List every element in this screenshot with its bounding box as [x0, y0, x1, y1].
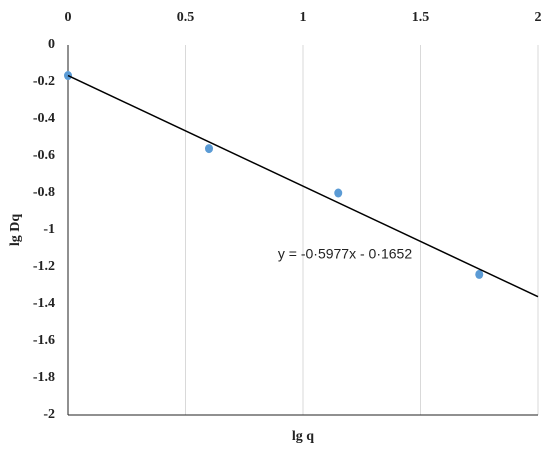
y-tick-label: -1.6	[33, 333, 55, 348]
y-tick-label: -0.8	[33, 185, 55, 200]
y-tick-label: -1.8	[33, 370, 55, 385]
y-tick-label: -0.2	[33, 74, 55, 89]
x-tick-label: 1.5	[412, 10, 430, 25]
point	[64, 71, 72, 81]
y-tick-label: -1	[43, 222, 55, 237]
y-tick-label: 0	[48, 37, 55, 52]
point	[334, 188, 343, 198]
trendline-equation: y = -0·5977x - 0·1652	[278, 246, 412, 262]
point	[475, 269, 484, 279]
x-tick-label: 1	[300, 10, 307, 25]
y-tick-label: -0.6	[33, 148, 55, 163]
x-tick-label: 0.5	[177, 10, 195, 25]
x-tick-label: 2	[535, 10, 542, 25]
point	[205, 144, 213, 154]
y-tick-label: -2	[43, 407, 55, 422]
y-tick-label: -1.2	[33, 259, 55, 274]
y-tick-label: -0.4	[33, 111, 55, 126]
trendline	[67, 74, 539, 298]
y-axis-title: lg Dq	[8, 214, 23, 247]
x-tick-label: 0	[65, 10, 72, 25]
y-tick-label: -1.4	[33, 296, 55, 311]
x-axis-title: lg q	[292, 429, 314, 444]
